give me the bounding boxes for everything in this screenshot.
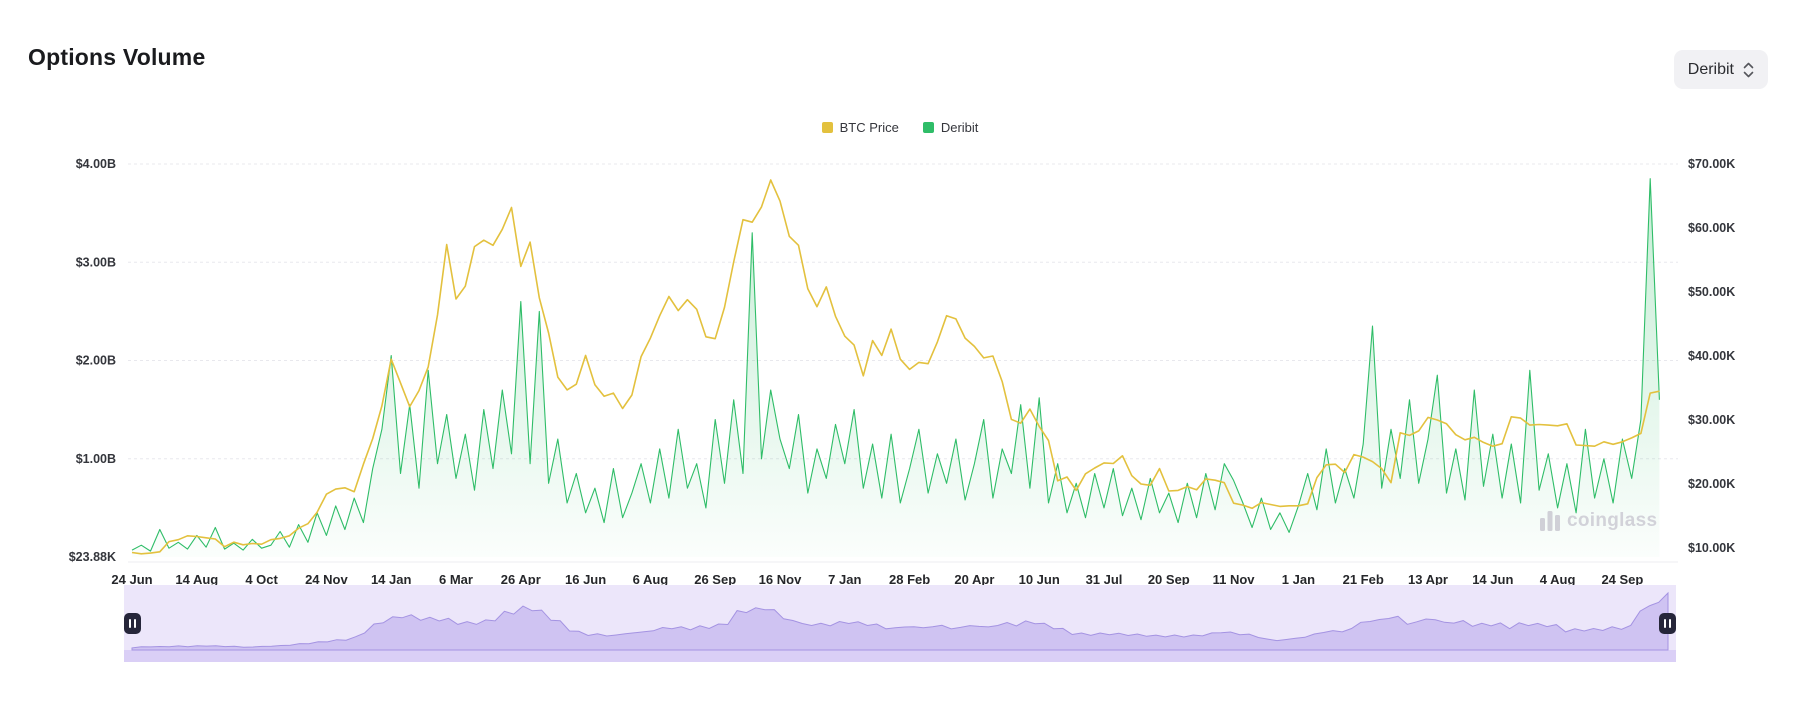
x-axis-label: 11 Nov [1213, 572, 1256, 587]
deribit-volume-area [132, 178, 1660, 557]
right-axis-label: $30.00K [1688, 413, 1735, 427]
page-title: Options Volume [28, 44, 206, 70]
chart-legend: BTC Price Deribit [0, 120, 1800, 135]
x-axis-label: 20 Apr [954, 572, 994, 587]
x-axis-label: 7 Jan [828, 572, 861, 587]
x-axis-label: 24 Nov [305, 572, 348, 587]
exchange-select-value: Deribit [1687, 60, 1734, 78]
right-axis-label: $40.00K [1688, 349, 1735, 363]
left-axis-label: $23.88K [69, 550, 116, 564]
x-axis-label: 4 Oct [245, 572, 278, 587]
navigator-right-handle[interactable] [1659, 613, 1676, 634]
right-axis-label: $50.00K [1688, 285, 1735, 299]
x-axis-label: 14 Jun [1472, 572, 1513, 587]
x-axis-label: 21 Feb [1343, 572, 1384, 587]
x-axis-label: 20 Sep [1148, 572, 1190, 587]
legend-label: Deribit [940, 120, 979, 135]
deribit-swatch-icon [922, 122, 934, 133]
legend-label: BTC Price [839, 120, 899, 135]
x-axis-label: 14 Jan [371, 572, 412, 587]
btc-price-swatch-icon [821, 122, 833, 133]
btc-price-line [131, 179, 1660, 555]
x-axis-label: 26 Sep [694, 572, 736, 587]
x-axis-label: 24 Jun [111, 572, 152, 587]
x-axis-label: 26 Apr [501, 572, 541, 587]
right-axis-label: $60.00K [1688, 221, 1735, 235]
left-axis-label: $1.00B [76, 452, 116, 466]
navigator-left-handle[interactable] [124, 613, 141, 634]
navigator-series [131, 591, 1669, 651]
x-axis-label: 28 Feb [889, 572, 930, 587]
x-axis-label: 13 Apr [1408, 572, 1448, 587]
left-axis-label: $2.00B [76, 354, 116, 368]
legend-item-deribit[interactable]: Deribit [922, 120, 979, 135]
right-axis-label: $10.00K [1688, 541, 1735, 555]
deribit-volume-line [131, 178, 1660, 552]
left-axis-label: $3.00B [76, 255, 116, 269]
navigator-strip [124, 650, 1676, 662]
x-axis-label: 24 Sep [1601, 572, 1643, 587]
x-axis-label: 6 Mar [439, 572, 473, 587]
x-axis-label: 1 Jan [1282, 572, 1315, 587]
x-axis-label: 14 Aug [175, 572, 218, 587]
right-axis-label: $20.00K [1688, 477, 1735, 491]
right-axis-label: $70.00K [1688, 157, 1735, 171]
updown-chevron-icon [1743, 62, 1754, 77]
x-axis-label: 16 Nov [759, 572, 802, 587]
x-axis-label: 6 Aug [633, 572, 669, 587]
exchange-select[interactable]: Deribit [1673, 50, 1768, 89]
x-axis-label: 4 Aug [1540, 572, 1576, 587]
left-axis-label: $4.00B [76, 157, 116, 171]
x-axis-label: 16 Jun [565, 572, 606, 587]
x-axis-label: 31 Jul [1086, 572, 1123, 587]
legend-item-btc-price[interactable]: BTC Price [821, 120, 899, 135]
x-axis-label: 10 Jun [1019, 572, 1060, 587]
